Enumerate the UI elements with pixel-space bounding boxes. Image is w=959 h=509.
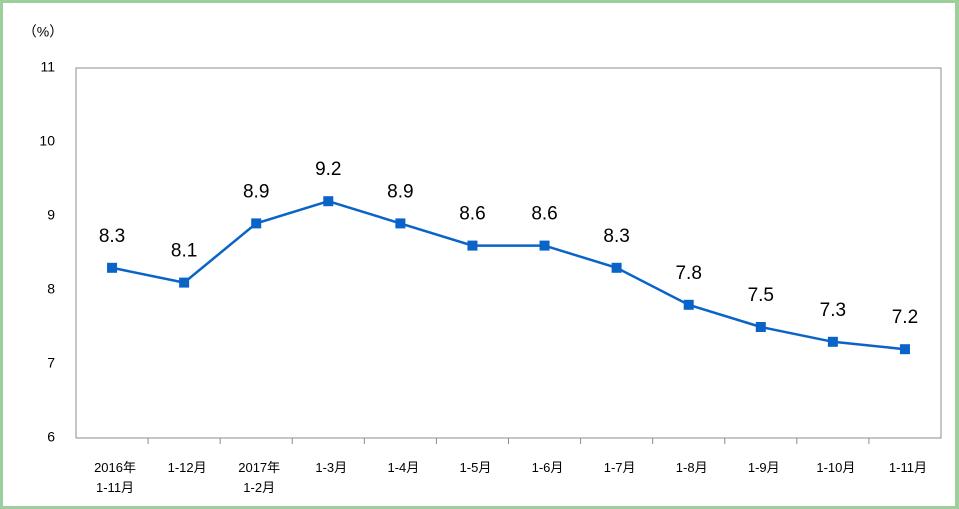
marker: [899, 344, 910, 355]
x-tick-label: 2017年 1-2月: [238, 460, 281, 495]
data-label: 8.6: [459, 204, 485, 225]
y-tick-label: 9: [47, 207, 55, 223]
chart: （%） 6 7 8 9 10 11 8.3 8.1 8.9 9.2 8.9 8.6 8.6 8.3 7.8 7…: [23, 24, 942, 445]
data-label: 7.3: [820, 300, 846, 321]
y-tick-label: 7: [47, 355, 55, 371]
data-label: 8.9: [243, 181, 269, 202]
x-tick-label: 1-10月: [816, 460, 856, 475]
data-label: 8.9: [387, 181, 413, 202]
data-label: 7.8: [675, 263, 701, 284]
marker: [395, 218, 406, 229]
marker: [107, 262, 118, 273]
x-tick-label: 1-9月: [747, 460, 780, 475]
data-label: 8.3: [603, 226, 629, 247]
marker: [827, 336, 838, 347]
x-tick-label: 1-4月: [387, 460, 420, 475]
y-tick-label: 6: [47, 429, 55, 445]
data-label: 7.2: [892, 307, 918, 328]
x-tick-label: 1-3月: [315, 460, 348, 475]
y-unit: （%）: [23, 24, 63, 40]
y-tick-label: 8: [47, 281, 55, 297]
marker: [323, 196, 334, 207]
data-label: 8.6: [531, 204, 557, 225]
data-label: 8.1: [171, 241, 197, 262]
marker: [251, 218, 262, 229]
x-tick-label: 1-5月: [459, 460, 492, 475]
plot-frame: [75, 67, 942, 439]
marker: [683, 299, 694, 310]
x-tick-label: 2016年 1-11月: [94, 460, 136, 495]
marker: [467, 240, 478, 251]
data-label: 9.2: [315, 159, 341, 180]
y-tick-label: 11: [40, 59, 55, 75]
marker: [755, 322, 766, 332]
y-tick-label: 10: [39, 133, 55, 149]
marker: [179, 277, 190, 288]
x-tick-label: 1-7月: [603, 460, 636, 475]
x-tick-label: 1-12月: [167, 460, 207, 475]
data-label: 7.5: [748, 285, 774, 306]
x-tick-label: 1-11月: [888, 460, 927, 475]
marker: [539, 240, 550, 251]
x-tick-label: 1-8月: [675, 460, 708, 475]
marker: [611, 262, 622, 273]
x-tick-label: 1-6月: [531, 460, 564, 475]
data-label: 8.3: [99, 226, 125, 247]
line: [111, 199, 906, 351]
